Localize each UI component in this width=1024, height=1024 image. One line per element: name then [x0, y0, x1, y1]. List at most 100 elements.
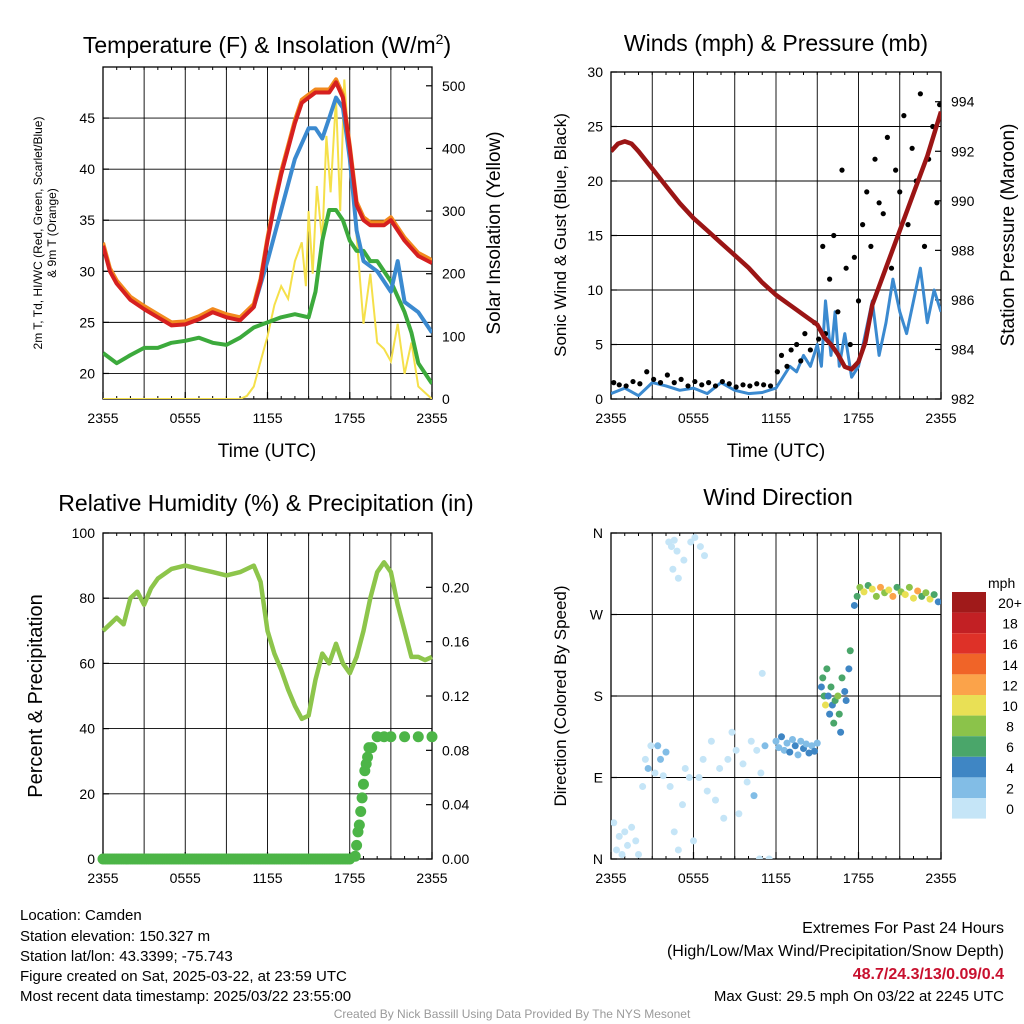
gust-point — [699, 382, 705, 388]
dir-xtick-label: 0555 — [678, 870, 709, 886]
gust-point — [630, 378, 636, 385]
gust-point — [934, 200, 940, 206]
legend-label-0: 0 — [1006, 801, 1014, 817]
gust-point — [784, 363, 790, 369]
direction-point — [618, 850, 626, 858]
temp-y2tick-label: 100 — [442, 328, 466, 344]
wind-xtick-label: 1755 — [843, 410, 874, 426]
gust-point — [774, 369, 780, 375]
legend-title: mph — [988, 575, 1015, 591]
gust-point — [623, 383, 629, 389]
temp-xtick-label: 1155 — [252, 410, 282, 426]
direction-point — [872, 592, 880, 600]
legend-swatch-0 — [952, 798, 986, 819]
direction-point — [657, 755, 664, 763]
direction-point — [830, 719, 838, 727]
gust-point — [788, 347, 794, 353]
dir-ytick-label: N — [593, 525, 603, 541]
legend-swatch-18 — [952, 612, 986, 634]
direction-point — [786, 748, 794, 756]
wind-ytick-label: 10 — [587, 282, 603, 298]
legend-label-10: 10 — [1002, 698, 1018, 714]
legend-label-20+: 20+ — [998, 595, 1022, 611]
rh-ytick-label: 0 — [87, 851, 95, 867]
direction-point — [707, 737, 715, 745]
direction-point — [775, 744, 783, 752]
gust-point — [685, 383, 691, 389]
direction-point — [846, 647, 854, 655]
precip-point — [412, 731, 424, 743]
direction-point — [712, 796, 719, 804]
direction-point — [757, 769, 765, 777]
gust-point — [747, 383, 753, 389]
direction-point — [834, 692, 842, 700]
wind-ylabel-right: Station Pressure (Maroon) — [998, 124, 1019, 347]
direction-point — [845, 665, 853, 673]
extremes-title: Extremes For Past 24 Hours — [802, 920, 1004, 937]
direction-point — [621, 828, 629, 836]
gust-point — [616, 382, 622, 388]
gust-point — [807, 347, 813, 353]
direction-point — [680, 556, 688, 564]
direction-point — [813, 739, 821, 747]
gust-point — [827, 276, 833, 282]
direction-point — [720, 814, 728, 822]
insolation-line — [103, 79, 432, 399]
temp-ytick-label: 20 — [79, 365, 95, 381]
direction-point — [905, 583, 913, 591]
gust-point — [726, 381, 732, 387]
temp-y2tick-label: 400 — [442, 140, 466, 156]
temp-ytick-label: 25 — [79, 314, 95, 330]
gust-point — [884, 134, 890, 140]
wind-ytick-label: 30 — [587, 64, 603, 80]
precip-point — [353, 819, 365, 831]
gust-point — [864, 189, 870, 195]
direction-point — [732, 746, 740, 754]
legend-swatch-8 — [952, 715, 986, 737]
direction-point — [724, 755, 732, 763]
gust-point — [802, 331, 808, 337]
legend-swatch-2 — [952, 777, 986, 798]
gust-point — [719, 378, 725, 385]
wind-y2tick-label: 982 — [951, 391, 975, 407]
wind-ylabel-left: Sonic Wind & Gust (Blue, Black) — [551, 113, 570, 357]
direction-point — [835, 710, 843, 718]
extremes-subtitle: (High/Low/Max Wind/Precipitation/Snow De… — [666, 943, 1004, 960]
direction-point — [819, 674, 827, 682]
gust-point — [761, 382, 767, 388]
rh-xtick-label: 0555 — [170, 870, 201, 886]
legend-label-2: 2 — [1006, 780, 1014, 796]
direction-point — [668, 543, 675, 551]
gust-point — [820, 243, 826, 249]
gust-point — [644, 369, 650, 375]
direction-point — [910, 594, 917, 602]
rh-y2tick-label: 0.20 — [442, 579, 469, 595]
direction-point — [934, 598, 941, 606]
direction-point — [699, 755, 707, 763]
dir-ylabel-left: Direction (Colored By Speed) — [551, 585, 570, 806]
legend-swatch-4 — [952, 756, 986, 778]
precip-point — [351, 839, 363, 851]
direction-point — [647, 742, 655, 750]
direction-point — [743, 778, 751, 786]
direction-point — [856, 583, 864, 591]
gust-point — [657, 380, 664, 386]
gust-point — [794, 341, 800, 348]
gust-point — [855, 298, 862, 304]
wind-ytick-label: 25 — [587, 119, 603, 135]
direction-point — [701, 552, 708, 560]
direction-point — [805, 749, 813, 757]
direction-point — [670, 828, 678, 836]
pressure-line — [611, 110, 941, 372]
rh-y2tick-label: 0.16 — [442, 634, 469, 650]
max-gust: Max Gust: 29.5 mph On 03/22 at 2245 UTC — [713, 988, 1004, 1005]
rh-ytick-label: 60 — [79, 655, 95, 671]
legend-label-12: 12 — [1002, 677, 1018, 693]
direction-point — [885, 586, 893, 594]
direction-point — [753, 746, 761, 754]
gust-point — [921, 243, 928, 249]
temp-xlabel: Time (UTC) — [218, 441, 317, 462]
gust-point — [671, 380, 677, 386]
direction-point — [654, 742, 662, 750]
